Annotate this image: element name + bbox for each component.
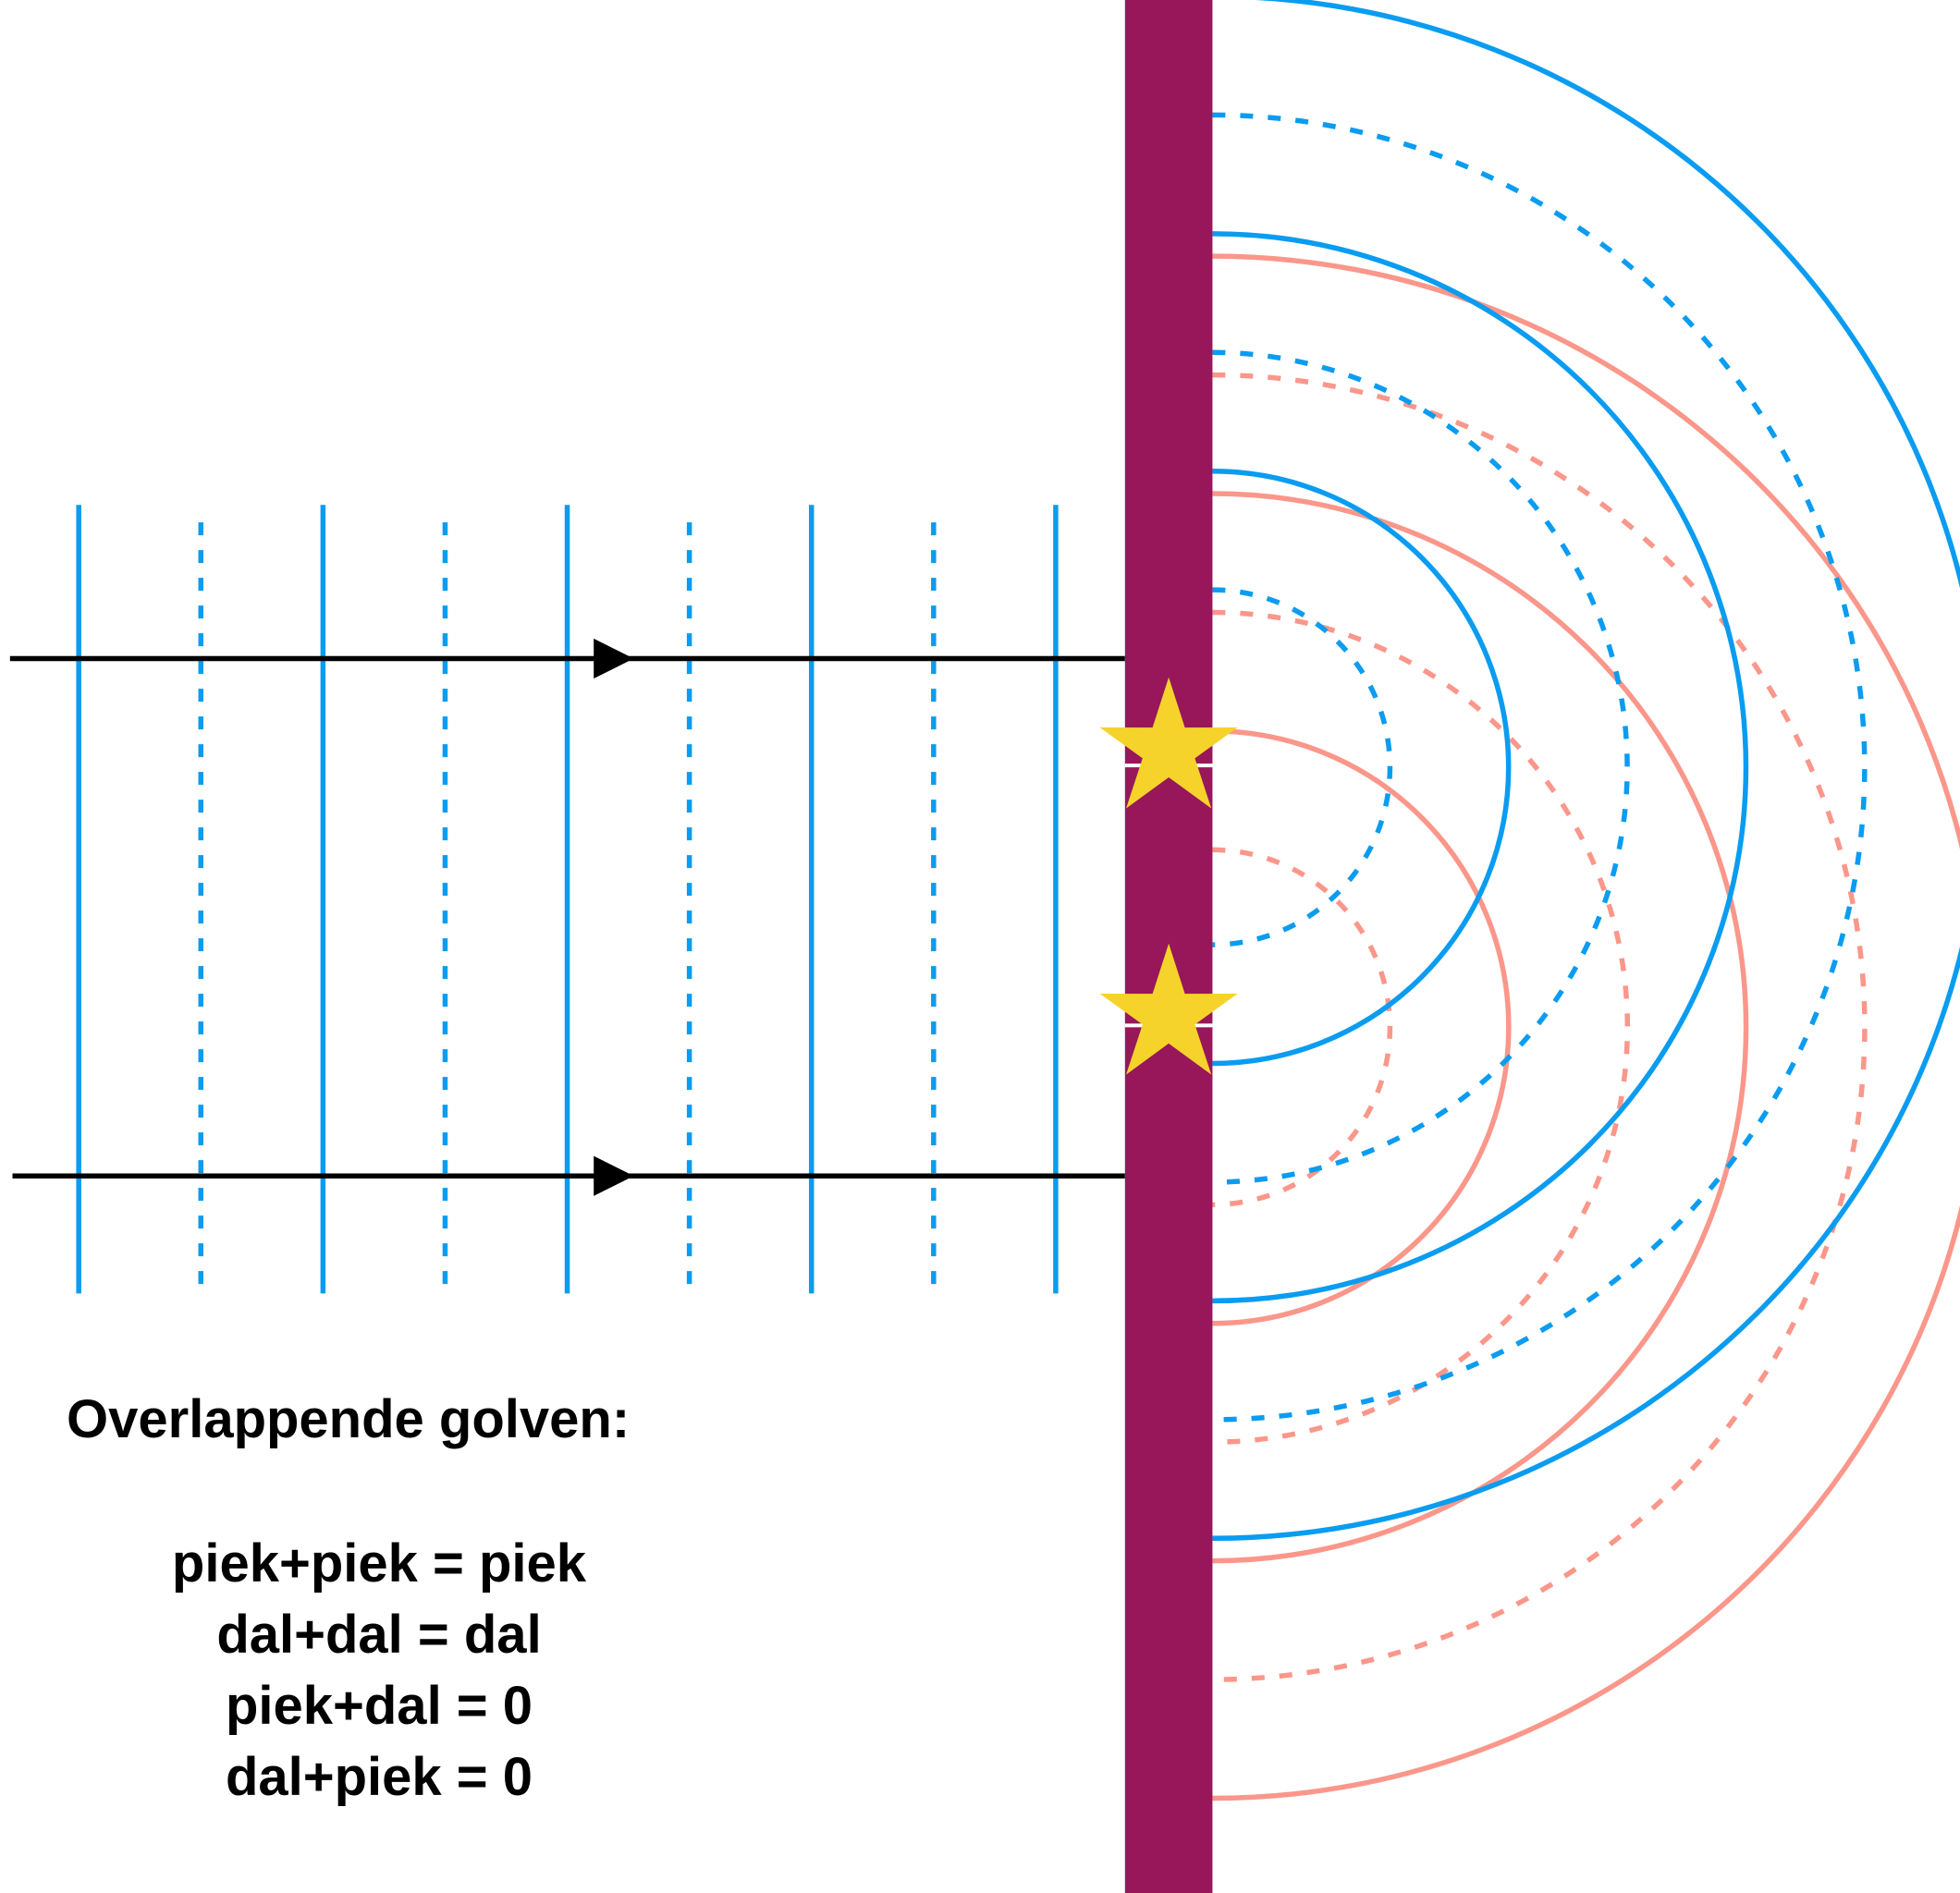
star-icon [1099, 943, 1238, 1075]
rule-peak-trough: piek+dal = 0 [225, 1676, 533, 1736]
lower-slit-trough-arc [1212, 372, 1868, 1682]
superposition-rules: piek+piek = piek dal+dal = dal piek+dal … [28, 1528, 730, 1813]
caption-title: Overlappende golven: [67, 1389, 631, 1449]
upper-slit-trough-arc [1212, 112, 1867, 1423]
lower-slit-peak-arc [1212, 253, 1960, 1801]
star-icon [1099, 677, 1238, 809]
slit-markers [1099, 677, 1238, 1075]
arrow-head-icon [594, 1155, 634, 1196]
upper-slit-trough-arc [1212, 587, 1392, 947]
rule-trough-peak: dal+piek = 0 [225, 1747, 533, 1807]
upper-slit-trough-arc [1212, 349, 1630, 1185]
lower-slit-trough-arc [1212, 609, 1631, 1445]
incoming-rays [9, 638, 1125, 1196]
upper-slit-peak-arc [1212, 231, 1748, 1304]
rule-peak-peak: piek+piek = piek [171, 1533, 587, 1594]
circular-wavefronts [1212, 0, 1960, 1801]
arrow-head-icon [594, 638, 634, 679]
lower-slit-peak-arc [1212, 728, 1512, 1326]
rule-trough-trough: dal+dal = dal [216, 1605, 542, 1665]
incoming-plane-wavefronts [76, 505, 1059, 1294]
lower-slit-trough-arc [1212, 847, 1393, 1208]
upper-slit-peak-arc [1212, 468, 1511, 1067]
lower-slit-peak-arc [1212, 491, 1749, 1564]
